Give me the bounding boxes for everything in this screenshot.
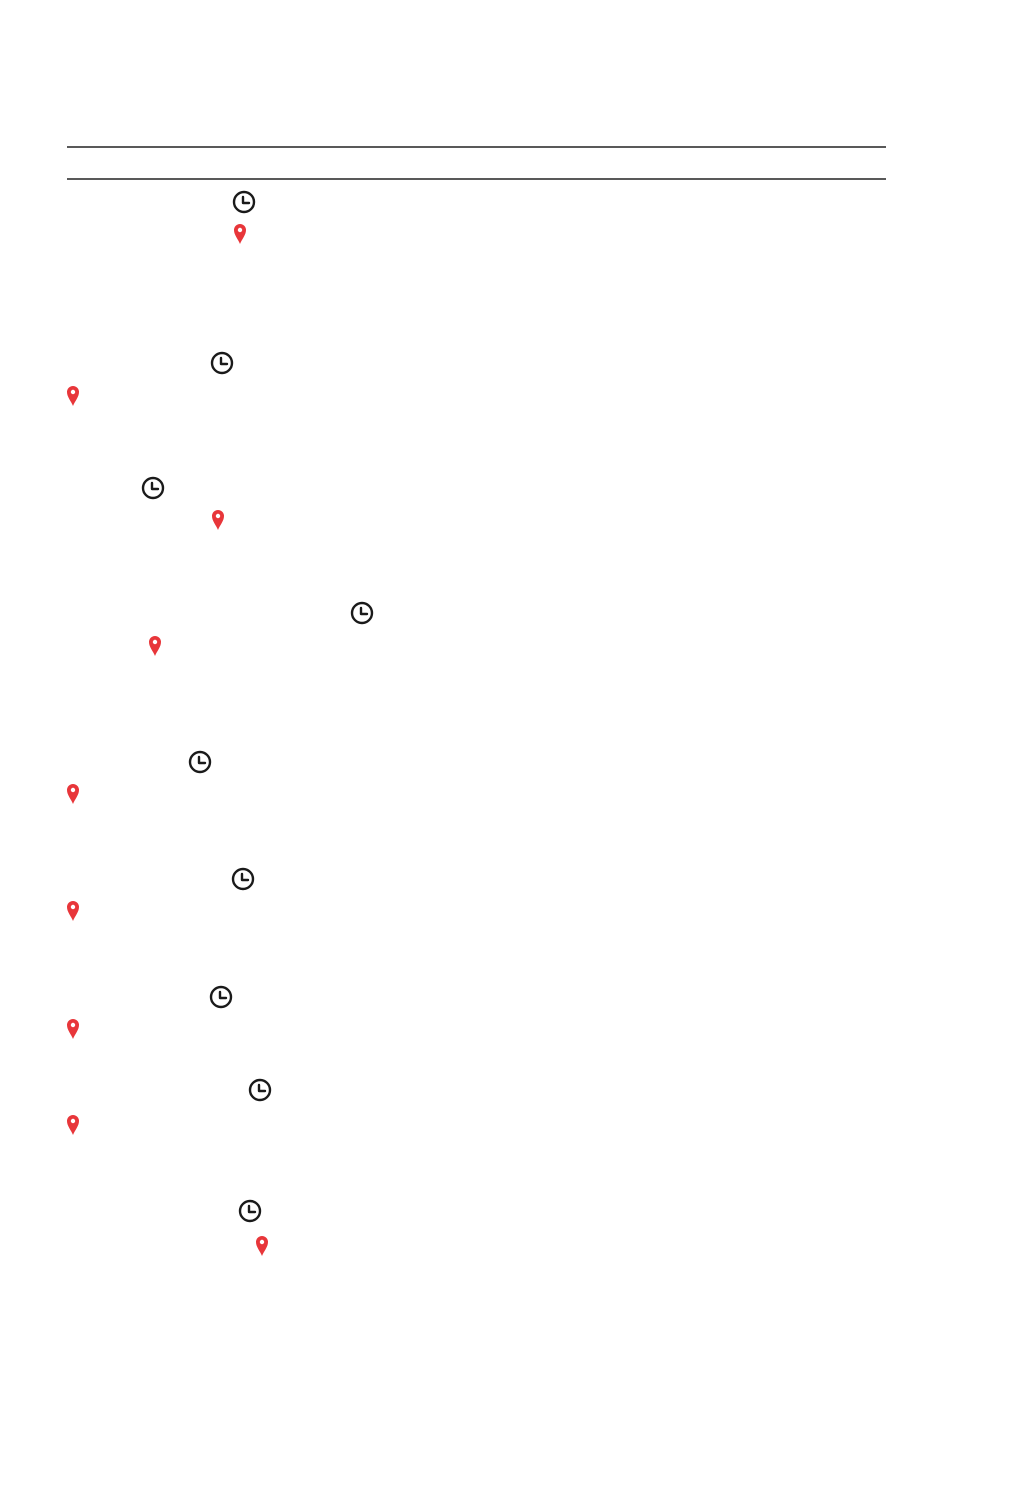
clock-icon bbox=[248, 1078, 272, 1102]
location-pin bbox=[67, 386, 79, 406]
clock-icon bbox=[209, 985, 233, 1009]
clock-icon bbox=[238, 1199, 262, 1223]
location-pin bbox=[256, 1236, 268, 1256]
location-pin bbox=[67, 1115, 79, 1135]
location-pin bbox=[149, 636, 161, 656]
clock-icon bbox=[210, 351, 234, 375]
clock-icon bbox=[188, 750, 212, 774]
location-pin bbox=[67, 784, 79, 804]
location-pin bbox=[67, 1019, 79, 1039]
location-pin bbox=[234, 224, 246, 244]
location-pin bbox=[212, 510, 224, 530]
clock-icon bbox=[350, 601, 374, 625]
location-pin bbox=[67, 901, 79, 921]
clock-icon bbox=[232, 190, 256, 214]
clock-icon bbox=[231, 867, 255, 891]
clock-icon bbox=[141, 476, 165, 500]
